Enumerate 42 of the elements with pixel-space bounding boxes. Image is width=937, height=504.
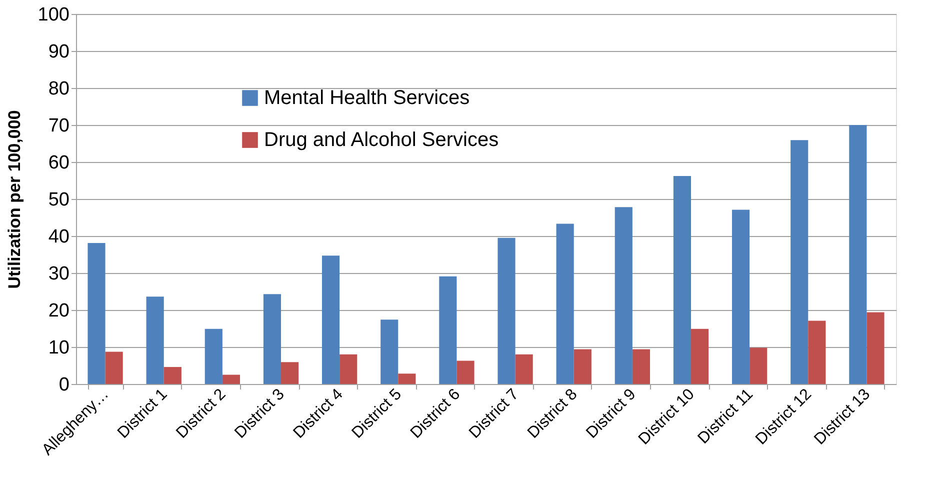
bar (732, 210, 750, 384)
legend-label: Mental Health Services (264, 87, 470, 109)
bar (498, 238, 516, 384)
bar (790, 140, 808, 384)
y-tick-label: 10 (48, 338, 70, 358)
bar (515, 354, 533, 384)
bar (750, 348, 768, 384)
y-tick-label: 60 (48, 152, 70, 174)
bar (146, 296, 164, 384)
bar (105, 352, 123, 384)
bar (632, 349, 650, 384)
bar (322, 256, 340, 384)
bar (380, 320, 398, 384)
bar (439, 276, 457, 384)
bar (281, 362, 299, 384)
y-axis-title: Utilization per 100,000 (4, 110, 24, 289)
bar (263, 294, 281, 384)
bar (340, 354, 358, 384)
bar (164, 366, 182, 384)
y-tick-label: 20 (48, 300, 70, 322)
bar (222, 374, 240, 384)
bar (614, 207, 632, 384)
y-tick-label: 100 (38, 4, 70, 26)
bar (88, 243, 106, 384)
bar (866, 312, 884, 384)
bar (398, 374, 416, 384)
bar (691, 328, 709, 384)
bar (574, 349, 592, 384)
y-tick-label: 30 (48, 264, 70, 284)
y-tick-label: 40 (48, 226, 70, 248)
y-tick-label: 0 (58, 374, 70, 396)
bar (849, 125, 867, 384)
bar (673, 176, 691, 384)
bar (556, 224, 574, 384)
y-tick-label: 70 (48, 116, 70, 136)
bar (204, 328, 222, 384)
bar (808, 320, 826, 384)
y-tick-label: 80 (48, 78, 70, 100)
legend-label: Drug and Alcohol Services (264, 129, 499, 151)
bar (456, 360, 474, 384)
y-tick-label: 50 (48, 190, 70, 210)
y-tick-label: 90 (48, 42, 70, 62)
